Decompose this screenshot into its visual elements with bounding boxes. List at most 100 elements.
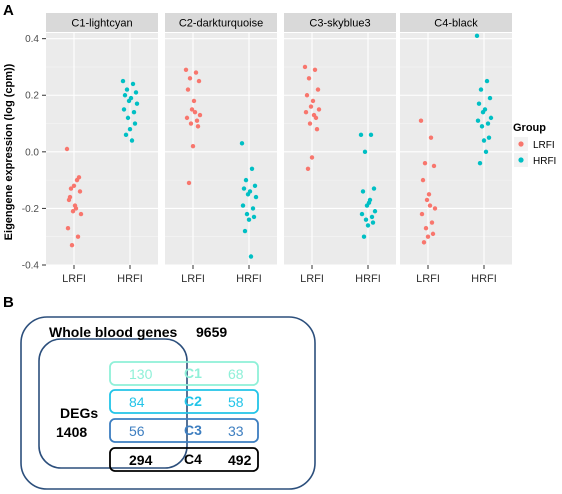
data-point-hrfi xyxy=(474,33,480,39)
data-point-lrfi xyxy=(303,110,309,115)
venn-outer-label: Whole blood genes xyxy=(49,324,178,340)
data-point-lrfi xyxy=(73,206,79,211)
data-point-lrfi xyxy=(192,110,198,115)
legend: Group LRFI HRFI xyxy=(513,122,556,167)
venn-outer-count: 9659 xyxy=(196,324,227,340)
facet-strip-label: C4-black xyxy=(434,18,478,30)
data-point-hrfi xyxy=(369,214,375,220)
data-point-hrfi xyxy=(129,138,135,143)
venn-diagram: Whole blood genes 9659 DEGs 1408 130 C1 68… xyxy=(20,316,316,490)
data-point-hrfi xyxy=(359,211,365,217)
data-point-hrfi xyxy=(250,206,256,211)
module-deg-count: 56 xyxy=(129,423,145,439)
panel-b-letter: B xyxy=(3,294,14,311)
module-box-c3 xyxy=(109,418,259,443)
venn-inner-box xyxy=(38,338,188,469)
facet-strip-label: C1-lightcyan xyxy=(71,18,132,30)
data-point-lrfi xyxy=(76,175,82,180)
data-point-hrfi xyxy=(126,98,132,104)
data-point-hrfi xyxy=(365,223,371,228)
data-point-hrfi xyxy=(252,183,258,188)
panel-a-letter: A xyxy=(3,2,14,19)
data-point-lrfi xyxy=(304,93,310,98)
y-tick-label: 0.2 xyxy=(25,91,39,102)
module-deg-count: 130 xyxy=(129,366,153,382)
chart-panel-a: 0.4 0.2 0.0 -0.2 -0.4 C1-lightcyan LRFI HRFI C2-… xyxy=(22,13,512,285)
module-label: C1 xyxy=(184,365,202,381)
data-point-hrfi xyxy=(245,192,251,197)
data-point-hrfi xyxy=(241,186,247,191)
data-point-hrfi xyxy=(363,217,369,222)
data-point-hrfi xyxy=(484,78,490,84)
x-tick-label: HRFI xyxy=(236,273,262,285)
data-point-lrfi xyxy=(78,211,84,217)
legend-title: Group xyxy=(513,122,546,134)
data-point-hrfi xyxy=(367,197,373,203)
data-point-lrfi xyxy=(310,98,316,104)
data-point-lrfi xyxy=(418,118,424,123)
x-tick-label: LRFI xyxy=(181,273,205,285)
data-point-hrfi xyxy=(368,132,374,138)
data-point-hrfi xyxy=(251,214,257,220)
facet-strip-label: C3-skyblue3 xyxy=(309,18,370,30)
data-point-lrfi xyxy=(75,234,81,239)
data-point-lrfi xyxy=(306,76,312,81)
data-point-lrfi xyxy=(183,67,189,72)
data-point-hrfi xyxy=(123,132,129,138)
data-point-lrfi xyxy=(422,160,428,166)
data-point-lrfi xyxy=(64,146,70,152)
data-point-lrfi xyxy=(186,180,192,186)
data-point-lrfi xyxy=(314,126,320,132)
module-deg-count: 294 xyxy=(129,452,153,468)
data-point-lrfi xyxy=(307,121,313,126)
data-point-lrfi xyxy=(429,220,435,225)
legend-label-lrfi: LRFI xyxy=(533,140,555,151)
venn-outer-box xyxy=(20,316,316,490)
data-point-hrfi xyxy=(248,254,254,259)
module-other-count: 492 xyxy=(228,452,252,468)
facet-panel-bg xyxy=(46,33,158,265)
data-point-hrfi xyxy=(133,90,139,95)
data-point-lrfi xyxy=(70,209,76,214)
x-tick-label: HRFI xyxy=(471,273,497,285)
module-deg-count: 84 xyxy=(129,394,145,410)
data-point-hrfi xyxy=(479,124,485,129)
data-point-hrfi xyxy=(360,189,366,194)
facet-strip xyxy=(165,13,277,32)
facet-strip xyxy=(284,13,396,32)
data-point-lrfi xyxy=(425,234,431,239)
data-point-hrfi xyxy=(131,110,137,115)
x-tick-label: HRFI xyxy=(355,273,381,285)
data-point-hrfi xyxy=(122,93,128,98)
module-label: C3 xyxy=(184,422,202,438)
data-point-hrfi xyxy=(476,101,482,106)
data-point-lrfi xyxy=(190,143,196,149)
module-box-c4 xyxy=(109,447,259,472)
data-point-hrfi xyxy=(485,121,491,126)
y-axis-title: Eigengene expression (log (cpm)) xyxy=(3,63,15,240)
data-point-lrfi xyxy=(67,194,73,200)
data-point-lrfi xyxy=(65,226,71,231)
data-point-lrfi xyxy=(71,183,77,188)
data-point-lrfi xyxy=(432,206,438,211)
data-point-lrfi xyxy=(195,124,201,129)
data-point-hrfi xyxy=(370,220,376,225)
data-point-hrfi xyxy=(132,121,138,126)
data-point-lrfi xyxy=(316,107,322,112)
data-point-hrfi xyxy=(130,81,136,87)
data-point-hrfi xyxy=(364,203,370,208)
data-point-hrfi xyxy=(371,186,377,191)
facet-panel-bg xyxy=(165,33,277,265)
data-point-lrfi xyxy=(424,197,430,203)
data-point-lrfi xyxy=(315,87,321,92)
data-point-lrfi xyxy=(77,189,83,194)
legend-label-hrfi: HRFI xyxy=(533,156,556,167)
data-point-hrfi xyxy=(134,101,140,106)
data-point-lrfi xyxy=(312,67,318,72)
data-point-hrfi xyxy=(486,135,492,140)
data-point-lrfi xyxy=(185,87,191,92)
data-point-hrfi xyxy=(480,110,486,115)
data-point-lrfi xyxy=(426,192,432,197)
data-point-hrfi xyxy=(475,118,481,123)
